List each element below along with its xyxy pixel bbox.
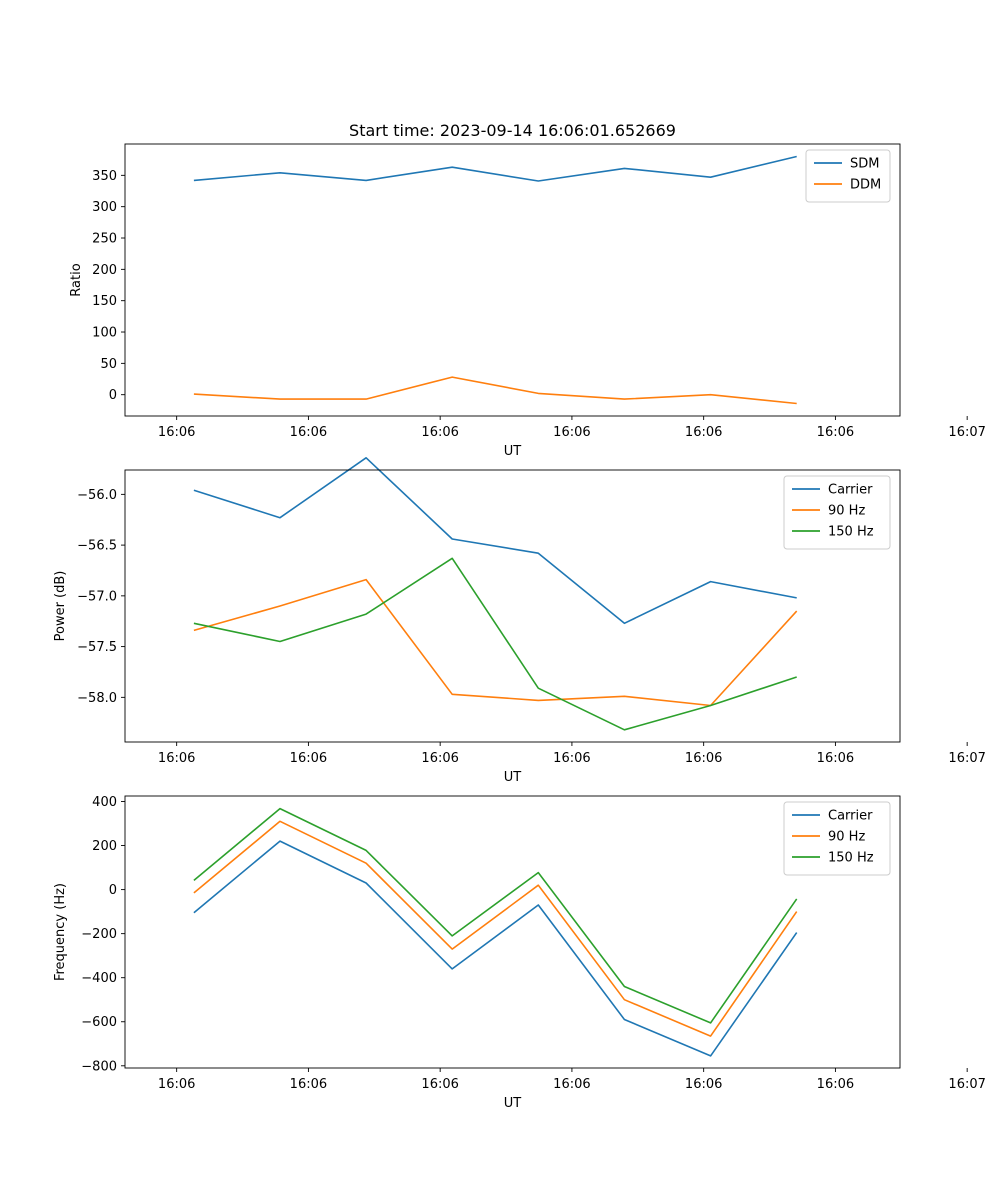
y-tick-label: 400	[92, 795, 117, 810]
y-tick-label: −400	[81, 971, 117, 986]
y-tick-label: −800	[81, 1059, 117, 1074]
legend-label: DDM	[850, 178, 881, 193]
legend-label: 90 Hz	[828, 504, 865, 519]
legend: Carrier 90 Hz 150 Hz	[783, 475, 891, 550]
y-tick-label: 200	[92, 839, 117, 854]
x-tick-label: 16:06	[685, 425, 722, 440]
x-tick-label: 16:06	[685, 751, 722, 766]
y-tick-label: 50	[100, 357, 117, 372]
chart-panel-3: 16:06 16:06 16:06 16:06 16:06 16:06 16:07 400 20…	[53, 795, 986, 1111]
y-tick-label: 150	[92, 294, 117, 309]
series-line-carrier	[193, 840, 798, 1057]
y-tick-label: 250	[92, 232, 117, 247]
x-tick-label: 16:06	[553, 1077, 590, 1092]
chart-title: Start time: 2023-09-14 16:06:01.652669	[349, 121, 676, 140]
y-tick-label: −58.0	[77, 691, 117, 706]
x-tick-label: 16:06	[553, 751, 590, 766]
x-axis-label: UT	[504, 444, 522, 459]
y-tick-label: −600	[81, 1015, 117, 1030]
series-line-carrier	[193, 456, 797, 625]
y-tick-label: 200	[92, 263, 117, 278]
series-line-sdm	[193, 155, 797, 182]
y-tick-label: −56.5	[77, 539, 117, 554]
y-axis-label: Power (dB)	[53, 571, 68, 642]
x-tick-label: 16:07	[948, 1077, 985, 1092]
chart-panel-1: Start time: 2023-09-14 16:06:01.652669 16…	[69, 121, 986, 459]
x-tick-label: 16:06	[817, 751, 854, 766]
x-tick-label: 16:06	[421, 751, 458, 766]
y-axis-label: Ratio	[69, 263, 84, 296]
legend: Carrier 90 Hz 150 Hz	[783, 801, 891, 876]
x-tick-label: 16:06	[685, 1077, 722, 1092]
plot-frame	[124, 143, 901, 417]
y-tick-label: −57.0	[77, 589, 117, 604]
x-axis-label: UT	[504, 770, 522, 785]
legend-label: 150 Hz	[828, 525, 874, 540]
x-tick-label: 16:06	[158, 1077, 195, 1092]
x-tick-label: 16:06	[421, 425, 458, 440]
series-line-ddm	[193, 376, 797, 405]
legend-label: 90 Hz	[828, 830, 865, 845]
chart-panel-2: 16:06 16:06 16:06 16:06 16:06 16:06 16:07 −56.0…	[53, 456, 986, 785]
y-tick-label: −200	[81, 927, 117, 942]
legend-label: 150 Hz	[828, 851, 874, 866]
series-line-90-hz	[193, 820, 798, 1037]
y-tick-label: −57.5	[77, 640, 117, 655]
series-line-150-hz	[193, 557, 797, 731]
legend-label: Carrier	[828, 809, 873, 824]
plot-frame	[124, 469, 901, 743]
series-line-90-hz	[193, 578, 798, 707]
y-tick-label: −56.0	[77, 488, 117, 503]
plot-frame	[124, 795, 901, 1069]
y-tick-label: 100	[92, 326, 117, 341]
y-axis-label: Frequency (Hz)	[53, 883, 68, 981]
x-tick-label: 16:06	[817, 425, 854, 440]
x-tick-label: 16:06	[158, 425, 195, 440]
y-tick-label: 300	[92, 200, 117, 215]
x-tick-label: 16:06	[421, 1077, 458, 1092]
x-tick-label: 16:06	[817, 1077, 854, 1092]
x-tick-label: 16:07	[948, 425, 985, 440]
x-tick-label: 16:06	[290, 751, 327, 766]
legend: SDM DDM	[805, 149, 891, 203]
x-tick-label: 16:06	[158, 751, 195, 766]
x-tick-label: 16:06	[290, 1077, 327, 1092]
series-line-150-hz	[193, 807, 798, 1024]
y-tick-label: 0	[109, 883, 117, 898]
legend-label: Carrier	[828, 483, 873, 498]
x-tick-label: 16:06	[553, 425, 590, 440]
y-tick-label: 0	[109, 388, 117, 403]
x-tick-label: 16:06	[290, 425, 327, 440]
y-tick-label: 350	[92, 169, 117, 184]
legend-label: SDM	[850, 157, 879, 172]
x-tick-label: 16:07	[948, 751, 985, 766]
x-axis-label: UT	[504, 1096, 522, 1111]
